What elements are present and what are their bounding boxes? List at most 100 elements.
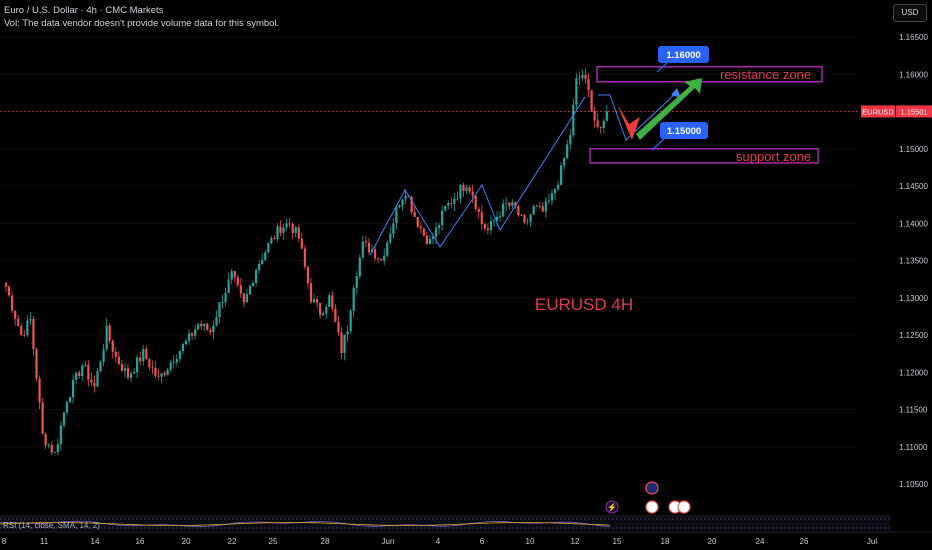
candle-body (11, 295, 14, 311)
candle-body (209, 329, 212, 332)
grid-lines (0, 36, 858, 485)
support-zone-label: support zone (736, 149, 811, 164)
candle-body (602, 120, 605, 129)
candle-body (68, 396, 72, 403)
candle-body (441, 210, 444, 226)
candle-body (129, 373, 133, 378)
lightning-event-icon[interactable] (605, 500, 619, 514)
resistance-callout[interactable] (658, 46, 709, 63)
time-tick-label: 15 (613, 537, 622, 546)
candle-body (175, 359, 178, 363)
candle-body (495, 216, 499, 221)
resistance-callout-leader (656, 61, 669, 73)
candle-body (160, 373, 163, 377)
candle-body (334, 308, 337, 322)
candle-body (270, 238, 273, 244)
symbol-title: Euro / U.S. Dollar · 4h · CMC Markets (4, 5, 164, 16)
candle-body (239, 285, 242, 294)
candle-body (111, 340, 114, 352)
candle-body (398, 205, 401, 208)
support-callout[interactable] (660, 122, 708, 139)
currency-button[interactable]: USD (893, 4, 927, 22)
support-zone[interactable] (589, 148, 819, 164)
green-up-arrow-icon[interactable] (636, 78, 702, 140)
price-tick-label: 1.16000 (899, 70, 928, 79)
us-flag-event-icon[interactable] (645, 500, 659, 514)
candle-body (532, 205, 535, 215)
candle-body (261, 260, 264, 265)
candle-body (288, 223, 291, 225)
candle-body (386, 242, 389, 256)
candle-body (480, 212, 483, 224)
candle-body (343, 334, 346, 354)
candle-body (438, 225, 441, 228)
candle-body (346, 331, 349, 335)
candle-body (255, 270, 258, 283)
price-tick-label: 1.15000 (899, 145, 928, 154)
candle-body (264, 252, 267, 261)
candle-body (221, 302, 224, 303)
time-tick-label: 4 (436, 537, 441, 546)
candle-body (117, 356, 120, 365)
candle-body (535, 205, 538, 207)
event-icons[interactable]: ⚡ (605, 481, 691, 514)
candle-body (389, 233, 392, 243)
candle-body (431, 236, 435, 239)
rsi-pane[interactable] (0, 517, 890, 531)
candle-body (349, 310, 352, 332)
candle-body (41, 402, 44, 434)
candle-body (233, 271, 236, 278)
candle-body (276, 226, 279, 240)
time-tick-label: 8 (2, 537, 7, 546)
candle-body (17, 318, 20, 326)
candle-body (53, 452, 56, 453)
candle-body (419, 226, 422, 229)
candle-body (358, 257, 361, 277)
candle-body (352, 287, 355, 311)
candle-body (572, 104, 575, 136)
chart-label: EURUSD 4H (535, 295, 633, 314)
candle-body (456, 198, 459, 200)
time-tick-label: 28 (321, 537, 330, 546)
candle-body (151, 367, 154, 369)
time-tick-label: 24 (756, 537, 765, 546)
projection-arrowhead-icon (671, 88, 681, 98)
candle-body (300, 238, 303, 249)
candle-body (578, 77, 581, 79)
candle-body (90, 379, 93, 383)
candle-body (56, 444, 59, 453)
candle-body (20, 325, 23, 335)
lightning-glyph-icon: ⚡ (607, 502, 617, 512)
candle-body (340, 332, 343, 354)
us-flag-event-icon[interactable] (677, 500, 691, 514)
candle-body (236, 277, 239, 286)
price-tick-label: 1.14000 (899, 219, 928, 228)
candle-body (105, 325, 108, 350)
time-axis[interactable]: 8 11 14 16 20 22 25 28 Jun 4 6 10 12 15 18 20 24 26 Jul (2, 537, 878, 546)
volume-notice: Vol: The data vendor doesn't provide vol… (4, 18, 280, 29)
candle-body (605, 111, 608, 121)
time-tick-label: 6 (480, 537, 485, 546)
candle-body (7, 286, 11, 296)
candle-body (325, 306, 328, 314)
candle-body (392, 223, 395, 234)
candle-body (425, 235, 428, 245)
candle-body (453, 198, 456, 204)
candle-body (553, 189, 557, 194)
time-tick-label: 20 (182, 537, 191, 546)
candle-body (328, 295, 331, 307)
red-down-arrow-icon[interactable] (617, 104, 640, 140)
candle-body (459, 185, 462, 199)
candle-body (14, 310, 17, 319)
candle-body (279, 226, 282, 233)
candle-body (444, 205, 447, 211)
resistance-zone[interactable] (596, 66, 823, 83)
eu-flag-event-icon[interactable] (645, 481, 659, 495)
candle-body (44, 433, 47, 446)
time-tick-label: 10 (526, 537, 535, 546)
price-tick-label: 1.11000 (899, 443, 928, 452)
candle-body (133, 372, 136, 374)
candle-body (126, 368, 130, 378)
candle-body (218, 302, 221, 318)
